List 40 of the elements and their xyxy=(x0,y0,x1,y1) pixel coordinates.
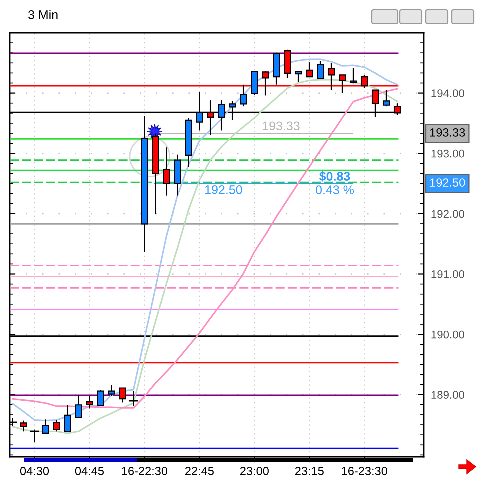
text: 192.50 xyxy=(430,178,466,187)
y-tick-label: 192.00 xyxy=(432,210,464,218)
candlestick xyxy=(42,418,50,434)
ref-line-label: 193.33 xyxy=(263,122,300,131)
candlestick xyxy=(53,420,60,432)
candlestick xyxy=(20,420,28,432)
candlestick xyxy=(317,60,324,80)
candlestick xyxy=(306,62,314,78)
candlestick xyxy=(273,52,280,86)
candlestick xyxy=(97,389,104,406)
ref-line-label: 192.50 xyxy=(206,186,242,194)
y-tick-label: 193.00 xyxy=(432,150,464,158)
y-tick-label: 190.00 xyxy=(432,330,464,339)
candlestick xyxy=(64,404,72,432)
candlestick xyxy=(251,70,258,96)
x-tick-label: 16-23:30 xyxy=(342,467,388,476)
chart-title: 3 Min xyxy=(28,10,58,20)
candlestick xyxy=(163,146,170,197)
x-tick-label: 23:00 xyxy=(240,467,269,476)
x-tick-label: 22:45 xyxy=(186,467,214,476)
candlestick xyxy=(86,395,94,410)
x-tick-label: 23:15 xyxy=(295,467,324,476)
candlestick xyxy=(295,70,302,84)
candlestick xyxy=(75,394,82,418)
x-tick-label: 04:30 xyxy=(20,467,50,476)
annotation: 0.43 % xyxy=(316,186,354,195)
candlestick xyxy=(174,154,182,197)
y-tick-label: 194.00 xyxy=(432,90,464,98)
candlestick xyxy=(350,67,358,84)
candlestick xyxy=(108,384,116,397)
y-tick-label: 189.00 xyxy=(432,391,464,400)
candlestick xyxy=(382,90,390,108)
candlestick xyxy=(284,49,292,79)
y-tick-label: 191.00 xyxy=(432,270,464,278)
text: 193.33 xyxy=(430,128,466,137)
candlestick xyxy=(240,84,248,108)
annotation: $0.83 xyxy=(320,172,350,182)
x-tick-label: 16-22:30 xyxy=(122,467,168,476)
x-tick-label: 04:45 xyxy=(75,467,104,476)
candlestick xyxy=(119,388,126,404)
